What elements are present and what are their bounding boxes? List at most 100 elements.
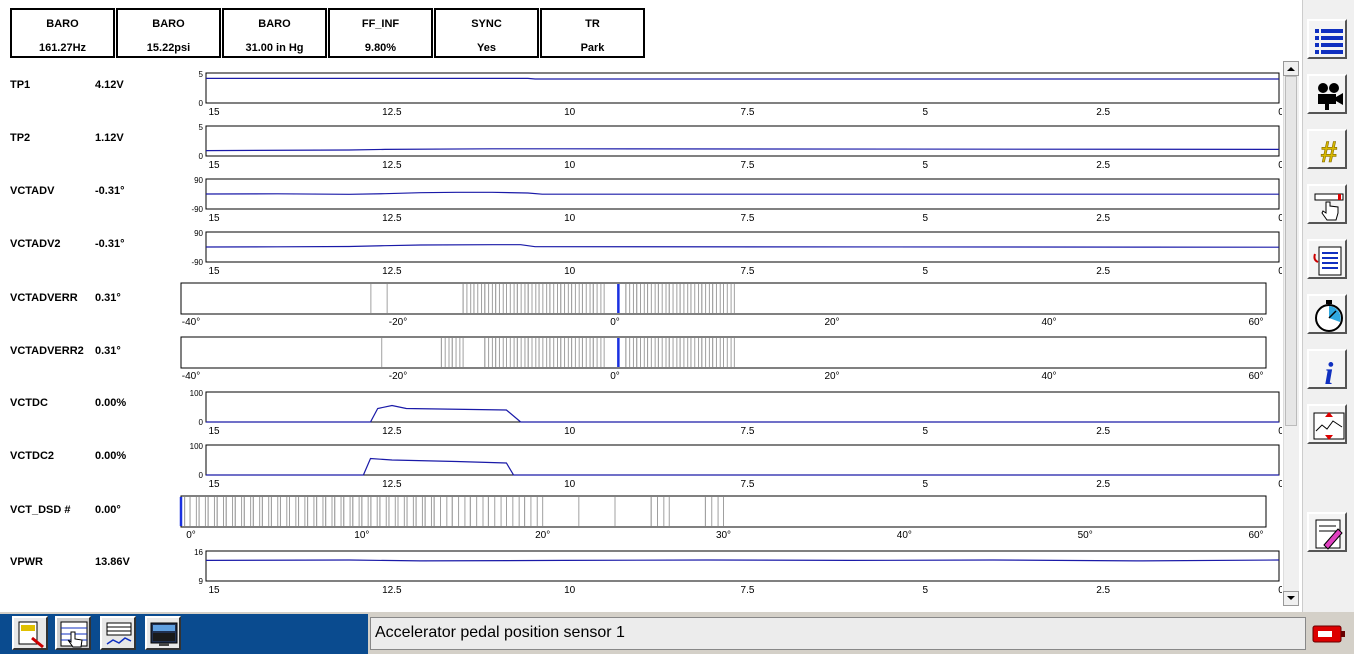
graph-vctdc[interactable]: 100 0 15 12.5 10 7.5 5 2.5 0 [190,389,1282,437]
param-name[interactable]: TP2 [10,132,31,144]
select-pid-button[interactable] [1307,184,1347,224]
monitor-button[interactable] [145,616,181,650]
stopwatch-icon [1315,300,1343,332]
x-tick-label: 15 [208,585,220,596]
x-tick-label: 12.5 [382,107,402,118]
y-tick-label: 5 [199,123,204,132]
x-tick-label: 0 [1278,107,1282,118]
battery-icon[interactable] [1312,622,1346,646]
x-tick-label: 0 [1278,585,1282,596]
param-name[interactable]: TP1 [10,79,31,91]
y-tick-label: 90 [194,229,203,238]
search-button[interactable] [12,616,48,650]
param-name[interactable]: VCTADV2 [10,238,61,250]
x-tick-label: 15 [208,213,220,224]
x-tick-label: 0° [610,371,620,382]
param-value: -0.31° [95,185,125,197]
x-tick-label: 7.5 [741,213,755,224]
scroll-down-button[interactable] [1283,591,1299,606]
x-tick-label: 5 [923,479,929,490]
param-name[interactable]: VCTADVERR [10,292,78,304]
param-name[interactable]: VCTADV [10,185,55,197]
hand-pointer-icon [1314,193,1344,221]
graph-vctdc2[interactable]: 100 0 15 12.5 10 7.5 5 2.5 0 [190,442,1282,490]
graph-tp1[interactable]: 5 0 15 12.5 10 7.5 5 2.5 0 [199,70,1282,118]
x-tick-label: 0° [610,317,620,328]
pid-label: BARO [152,18,185,30]
x-tick-label: 0 [1278,479,1282,490]
pid-box-ff-inf[interactable]: FF_INF 9.80% [328,8,433,58]
param-value: -0.31° [95,238,125,250]
x-tick-label: 10 [564,585,576,596]
data-grid-button[interactable] [100,616,136,650]
timer-button[interactable] [1307,294,1347,334]
x-tick-label: 5 [923,213,929,224]
x-tick-label: 2.5 [1096,585,1110,596]
digital-view-button[interactable]: # [1307,129,1347,169]
list-view-button[interactable] [1307,19,1347,59]
param-name[interactable]: VPWR [10,556,43,568]
pid-box-baro-hz[interactable]: BARO 161.27Hz [10,8,115,58]
edit-button[interactable] [1307,512,1347,552]
x-tick-label: 2.5 [1096,107,1110,118]
x-tick-label: 20° [824,317,839,328]
graph-vctadv[interactable]: 90 -90 15 12.5 10 7.5 5 2.5 0 [191,176,1282,224]
graph-scale-button[interactable] [1307,404,1347,444]
x-tick-label: 60° [1248,317,1263,328]
graph-vctadv2[interactable]: 90 -90 15 12.5 10 7.5 5 2.5 0 [191,229,1282,277]
x-tick-label: 7.5 [741,107,755,118]
x-tick-label: 10 [564,479,576,490]
report-icon [1313,246,1342,276]
param-name[interactable]: VCT_DSD # [10,504,71,516]
x-tick-label: 10 [564,160,576,171]
pid-select-button[interactable] [55,616,91,650]
y-tick-label: 0 [199,471,204,480]
record-button[interactable] [1307,74,1347,114]
y-tick-label: 16 [194,548,203,557]
x-tick-label: 15 [208,266,220,277]
param-name[interactable]: VCTDC2 [10,450,55,462]
y-tick-label: 100 [190,389,204,398]
graph-vctadverr2[interactable]: -40° -20° 0° 20° 40° 60° [180,336,1267,382]
pid-box-tr[interactable]: TR Park [540,8,645,58]
graph-vpwr[interactable]: 16 9 15 12.5 10 7.5 5 2.5 0 [194,548,1282,596]
x-tick-label: 40° [1041,317,1056,328]
x-tick-label: 0 [1278,160,1282,171]
param-name[interactable]: VCTADVERR2 [10,345,84,357]
x-tick-label: -40° [182,317,200,328]
graph-vctadverr[interactable]: -40° -20° 0° 20° 40° 60° [180,282,1267,328]
x-tick-label: 10 [564,266,576,277]
param-value: 4.12V [95,79,124,91]
graph-tp2[interactable]: 5 0 15 12.5 10 7.5 5 2.5 0 [199,123,1282,171]
x-tick-label: 15 [208,426,220,437]
x-tick-label: 2.5 [1096,479,1110,490]
x-tick-label: 12.5 [382,585,402,596]
edit-icon [1315,519,1343,550]
x-tick-label: 10° [354,530,369,541]
pid-label: BARO [258,18,291,30]
list-icon [1315,29,1343,54]
x-tick-label: 15 [208,479,220,490]
report-button[interactable] [1307,239,1347,279]
pid-label: BARO [46,18,79,30]
pid-box-baro-inhg[interactable]: BARO 31.00 in Hg [222,8,327,58]
trace-line [205,559,1280,562]
x-tick-label: 40° [1041,371,1056,382]
x-tick-label: 2.5 [1096,160,1110,171]
x-tick-label: 12.5 [382,266,402,277]
plot-frame [205,391,1280,423]
param-name[interactable]: VCTDC [10,397,48,409]
x-tick-label: 7.5 [741,479,755,490]
param-value: 0.00° [95,504,121,516]
graph-vct-dsd-[interactable]: 0° 10° 20° 30° 40° 50° 60° [179,495,1267,541]
pid-box-sync[interactable]: SYNC Yes [434,8,539,58]
scroll-up-button[interactable] [1283,61,1299,76]
scrollbar-thumb[interactable] [1285,76,1297,426]
y-tick-label: 0 [199,99,204,108]
x-tick-label: 20° [824,371,839,382]
param-value: 0.00% [95,450,127,462]
pid-box-baro-psi[interactable]: BARO 15.22psi [116,8,221,58]
x-tick-label: 12.5 [382,426,402,437]
info-button[interactable]: i [1307,349,1347,389]
